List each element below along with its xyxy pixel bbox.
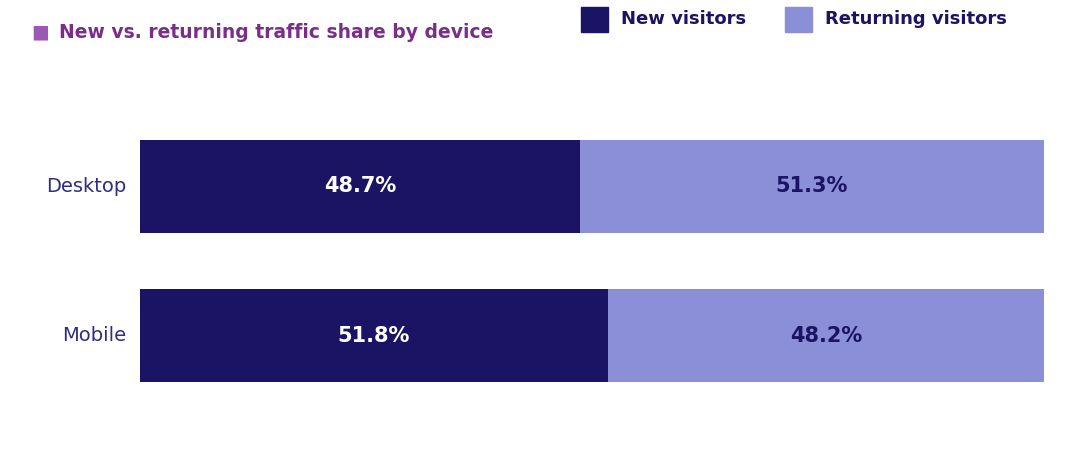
Text: 51.3%: 51.3%	[776, 176, 848, 196]
Text: 48.2%: 48.2%	[790, 326, 862, 346]
Text: 48.7%: 48.7%	[324, 176, 396, 196]
Bar	[608, 289, 1044, 382]
Text: 51.8%: 51.8%	[338, 326, 410, 346]
Text: Desktop: Desktop	[46, 177, 126, 196]
Bar	[140, 140, 580, 233]
Text: Mobile: Mobile	[62, 326, 126, 345]
Text: ■: ■	[32, 23, 57, 42]
Text: New visitors: New visitors	[621, 11, 746, 28]
Bar	[140, 289, 608, 382]
Text: Returning visitors: Returning visitors	[825, 11, 1007, 28]
Text: New vs. returning traffic share by device: New vs. returning traffic share by devic…	[59, 23, 494, 42]
Bar	[580, 140, 1044, 233]
